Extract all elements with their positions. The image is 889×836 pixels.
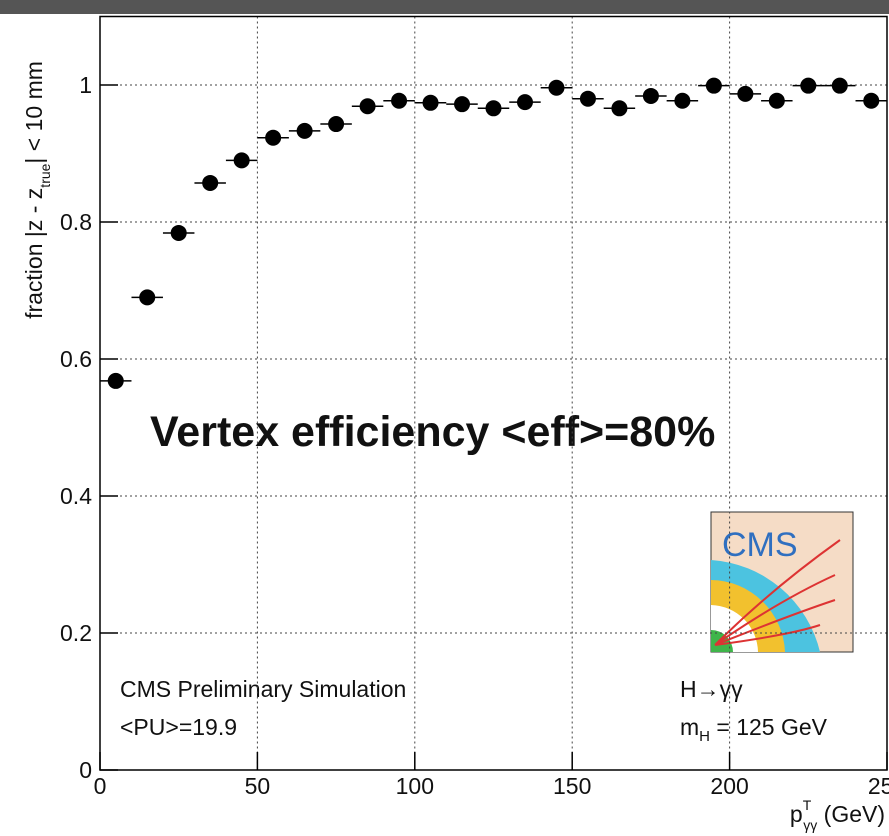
x-tick-label: 250 bbox=[868, 773, 889, 799]
point bbox=[485, 100, 502, 117]
label-sup: T bbox=[803, 797, 812, 813]
label-sub: γγ bbox=[803, 817, 817, 833]
label-text: fraction |z - z bbox=[21, 188, 47, 319]
point bbox=[579, 90, 596, 107]
note: <PU>=19.9 bbox=[120, 714, 237, 740]
x-tick-label: 0 bbox=[94, 773, 107, 799]
point bbox=[642, 87, 659, 104]
point bbox=[107, 372, 124, 389]
x-axis-label: pT γγ (GeV) bbox=[790, 797, 885, 833]
y-tick-label: 0.4 bbox=[60, 483, 92, 509]
x-tick-label: 200 bbox=[710, 773, 748, 799]
note-sub: H bbox=[699, 728, 710, 745]
top-border bbox=[0, 0, 889, 14]
x-tick-label: 100 bbox=[396, 773, 434, 799]
point bbox=[233, 152, 250, 169]
point bbox=[296, 122, 313, 139]
point bbox=[863, 92, 880, 109]
label-text: p bbox=[790, 801, 803, 827]
point bbox=[170, 224, 187, 241]
point bbox=[674, 92, 691, 109]
note: CMS Preliminary Simulation bbox=[120, 676, 406, 702]
point bbox=[705, 77, 722, 94]
y-tick-label: 0.6 bbox=[60, 346, 92, 372]
point bbox=[359, 98, 376, 115]
point bbox=[831, 77, 848, 94]
note-text: m bbox=[680, 714, 699, 740]
headline: Vertex efficiency <eff>=80% bbox=[150, 408, 715, 456]
point bbox=[265, 129, 282, 146]
x-tick-label: 50 bbox=[245, 773, 271, 799]
y-tick-label: 0.8 bbox=[60, 209, 92, 235]
label-text: | < 10 mm bbox=[21, 61, 47, 163]
point bbox=[202, 174, 219, 191]
point bbox=[328, 116, 345, 133]
point bbox=[548, 79, 565, 96]
point bbox=[516, 94, 533, 111]
note: H→γγ bbox=[680, 676, 743, 702]
point bbox=[611, 100, 628, 117]
note: mH = 125 GeV bbox=[680, 714, 828, 745]
note-text: = 125 GeV bbox=[710, 714, 828, 740]
y-tick-label: 0.2 bbox=[60, 620, 92, 646]
logo-tracks bbox=[714, 539, 841, 646]
point bbox=[391, 92, 408, 109]
y-axis-label: fraction |z - ztrue| < 10 mm bbox=[21, 61, 53, 319]
point bbox=[139, 289, 156, 306]
x-tick-label: 150 bbox=[553, 773, 591, 799]
y-tick-label: 1 bbox=[79, 72, 92, 98]
point bbox=[422, 94, 439, 111]
logo-text: CMS bbox=[722, 526, 798, 564]
label-text: (GeV) bbox=[817, 801, 885, 827]
point bbox=[768, 92, 785, 109]
point bbox=[800, 77, 817, 94]
cms-logo: CMS bbox=[710, 511, 854, 653]
point bbox=[737, 85, 754, 102]
point bbox=[454, 96, 471, 113]
y-tick-label: 0 bbox=[79, 757, 92, 783]
plot-frame bbox=[99, 15, 888, 771]
label-sub: true bbox=[37, 163, 53, 187]
